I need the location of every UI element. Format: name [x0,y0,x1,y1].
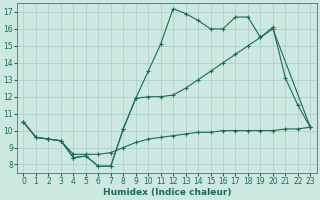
X-axis label: Humidex (Indice chaleur): Humidex (Indice chaleur) [103,188,231,197]
